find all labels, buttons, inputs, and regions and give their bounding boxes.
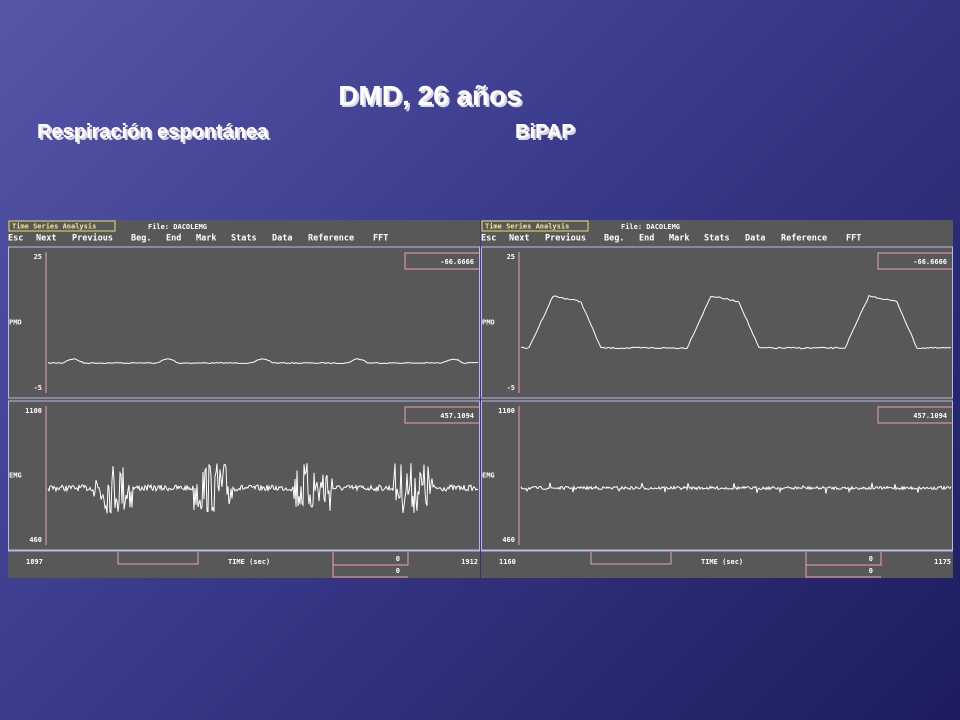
- menu-item: Next: [509, 234, 529, 244]
- screen: [8, 220, 480, 578]
- time-end: 1912: [461, 558, 478, 566]
- menu-item: End: [639, 234, 654, 244]
- channel-label: PMO: [482, 319, 495, 327]
- time-start: 1897: [26, 558, 43, 566]
- channel-label: EMG: [9, 472, 22, 480]
- title-shadow: DMD, 26 años: [340, 82, 524, 113]
- app-title: Time Series Analysis: [485, 223, 569, 231]
- max-label: 25: [34, 253, 42, 261]
- readout-box: [877, 406, 952, 424]
- title: DMD, 26 años: [338, 80, 522, 111]
- readout: -66.6666: [913, 258, 947, 266]
- screen: [481, 220, 953, 578]
- time-start: 1160: [499, 558, 516, 566]
- menu-item: Esc: [8, 234, 23, 244]
- menu-item: Reference: [308, 234, 354, 244]
- file-name: File: DACOLEMG: [148, 223, 207, 231]
- time-readout: 0: [869, 555, 873, 563]
- time-readout-box: [805, 552, 882, 578]
- min-label: -5: [34, 384, 42, 392]
- panel: Time Series Analysis File: DACOLEMG Esc Nex…: [481, 220, 953, 578]
- menu-item: Stats: [704, 234, 730, 244]
- left-caption: Respiración espontánea: [37, 121, 269, 143]
- channel-label: PMO: [9, 319, 22, 327]
- time-bracket: [590, 552, 672, 565]
- menu-item: Next: [36, 234, 56, 244]
- menu-item: Beg.: [131, 234, 151, 244]
- plot-frame: [8, 246, 480, 399]
- pmo-trace: [47, 358, 479, 365]
- plot-frame: [481, 246, 953, 399]
- readout: 457.1094: [913, 412, 947, 420]
- app-title-box: [8, 220, 116, 232]
- max-label: 1100: [498, 407, 515, 415]
- right-caption: BiPAP: [515, 121, 575, 143]
- panel: Time Series Analysis File: DACOLEMG Esc Nex…: [8, 220, 480, 578]
- time-label: TIME (sec): [701, 558, 743, 566]
- time-end: 1175: [934, 558, 951, 566]
- menu-item: FFT: [373, 234, 388, 244]
- app-title-box: [481, 220, 589, 232]
- pmo-trace: [520, 294, 952, 350]
- readout-box: [404, 252, 479, 270]
- menu-item: Previous: [72, 233, 113, 244]
- min-label: 460: [502, 536, 515, 544]
- time-readout: 0: [869, 567, 873, 575]
- menu-item: Esc: [481, 234, 496, 244]
- max-label: 25: [507, 253, 515, 261]
- plot-frame: [481, 400, 953, 551]
- time-readout: 0: [396, 555, 400, 563]
- menu-item: Mark: [669, 234, 689, 244]
- time-readout-box: [332, 552, 409, 578]
- menu-item: End: [166, 234, 181, 244]
- menu-item: Previous: [545, 233, 586, 244]
- caption-shadow: Respiración espontánea: [39, 123, 271, 145]
- readout-box: [404, 406, 479, 424]
- app-title: Time Series Analysis: [12, 223, 96, 231]
- menu-item: FFT: [846, 234, 861, 244]
- readout-box: [877, 252, 952, 270]
- max-label: 1100: [25, 407, 42, 415]
- menu-item: Stats: [231, 234, 257, 244]
- plot-frame: [8, 400, 480, 551]
- readout: 457.1094: [440, 412, 474, 420]
- file-name: File: DACOLEMG: [621, 223, 680, 231]
- caption-shadow: BiPAP: [517, 123, 577, 145]
- menu-item: Reference: [781, 234, 827, 244]
- channel-label: EMG: [482, 472, 495, 480]
- time-label: TIME (sec): [228, 558, 270, 566]
- menu-item: Mark: [196, 234, 216, 244]
- menu-item: Data: [745, 234, 765, 244]
- min-label: -5: [507, 384, 515, 392]
- readout: -66.6666: [440, 258, 474, 266]
- menu-item: Beg.: [604, 234, 624, 244]
- emg-trace: [520, 482, 952, 494]
- time-readout: 0: [396, 567, 400, 575]
- min-label: 460: [29, 536, 42, 544]
- emg-trace: [47, 463, 479, 514]
- menu-item: Data: [272, 234, 292, 244]
- time-bracket: [117, 552, 199, 565]
